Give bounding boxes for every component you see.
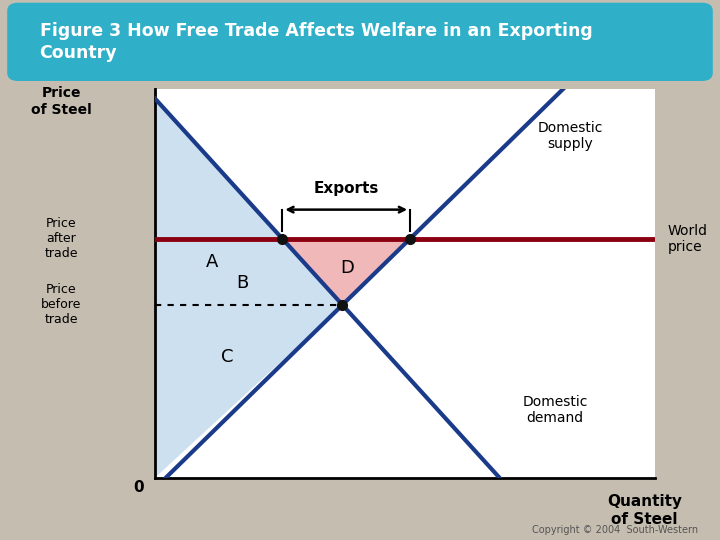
Text: A: A xyxy=(206,253,219,271)
Text: C: C xyxy=(221,348,233,366)
Text: World
price: World price xyxy=(667,224,708,254)
Text: D: D xyxy=(341,259,354,277)
FancyBboxPatch shape xyxy=(7,3,713,81)
Text: Domestic
supply: Domestic supply xyxy=(537,120,603,151)
Text: Price
before
trade: Price before trade xyxy=(41,284,81,326)
Text: Figure 3 How Free Trade Affects Welfare in an Exporting
Country: Figure 3 How Free Trade Affects Welfare … xyxy=(40,22,593,62)
Text: Exports: Exports xyxy=(313,181,379,196)
Polygon shape xyxy=(282,239,410,305)
Text: Domestic
demand: Domestic demand xyxy=(523,395,588,425)
Text: B: B xyxy=(236,274,248,293)
Text: Price
of Steel: Price of Steel xyxy=(31,86,91,117)
Text: Price
after
trade: Price after trade xyxy=(45,217,78,260)
Text: 0: 0 xyxy=(133,480,143,495)
Text: Copyright © 2004  South-Western: Copyright © 2004 South-Western xyxy=(532,524,698,535)
Text: Quantity
of Steel: Quantity of Steel xyxy=(607,494,682,526)
Polygon shape xyxy=(155,98,343,478)
